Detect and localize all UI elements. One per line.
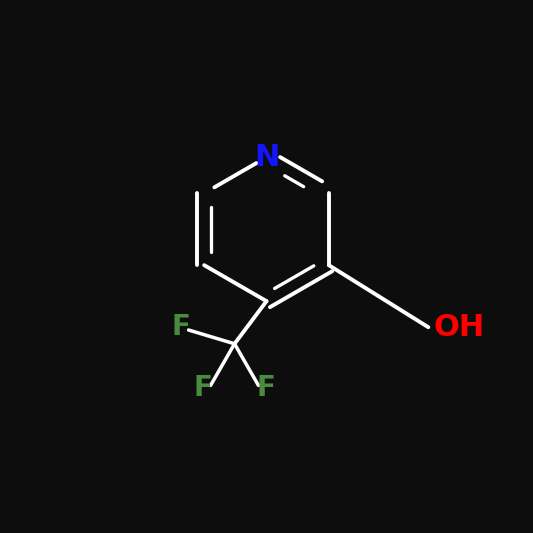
Text: F: F <box>257 374 276 402</box>
Text: F: F <box>193 374 212 402</box>
Text: OH: OH <box>434 313 485 342</box>
Text: F: F <box>171 313 190 341</box>
Text: N: N <box>254 143 279 172</box>
